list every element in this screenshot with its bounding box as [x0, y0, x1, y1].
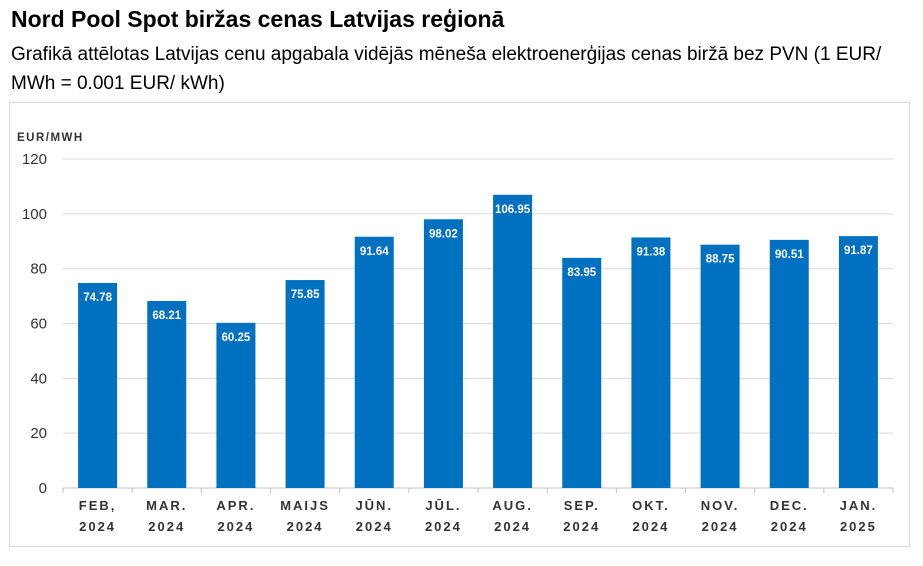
- x-tick-label-month: JŪL.: [425, 498, 461, 513]
- x-tick-label-month: SEP.: [564, 498, 600, 513]
- bar: [631, 237, 671, 488]
- data-label: 60.25: [222, 332, 251, 344]
- chart-area: EUR/MWH 0 20 40 60 80 100 120 74.78 FEB, 2024 68.21…: [9, 102, 910, 547]
- x-tick-label-year: 2025: [840, 519, 877, 534]
- x-tick-label-month: JŪN.: [355, 498, 393, 513]
- x-tick-label-month: APR.: [216, 498, 255, 513]
- chart-title: Nord Pool Spot biržas cenas Latvijas reģ…: [11, 6, 505, 32]
- data-label: 91.38: [637, 246, 666, 258]
- data-label: 106.95: [495, 204, 531, 216]
- data-label: 74.78: [83, 292, 112, 304]
- x-tick-label-year: 2024: [425, 519, 462, 534]
- bar: [78, 282, 118, 488]
- data-label: 91.64: [360, 246, 389, 258]
- y-tick-label: 80: [30, 261, 47, 278]
- data-label: 75.85: [291, 289, 320, 301]
- y-tick-label: 20: [30, 425, 47, 442]
- x-tick-label-month: NOV.: [701, 498, 740, 513]
- x-tick-label-year: 2024: [148, 519, 185, 534]
- bar: [493, 194, 533, 488]
- y-tick-label: 60: [30, 316, 47, 333]
- bar: [285, 280, 325, 488]
- bar: [354, 236, 394, 488]
- x-tick-label-year: 2024: [771, 519, 808, 534]
- x-tick-label-month: MAR.: [146, 498, 187, 513]
- x-tick-label-month: MAIJS: [280, 498, 330, 513]
- y-tick-label: 100: [22, 206, 47, 223]
- bar: [769, 239, 809, 488]
- chart-subtitle: Grafikā attēlotas Latvijas cenu apgabala…: [11, 44, 882, 94]
- x-tick-label-month: JAN.: [840, 498, 878, 513]
- bar: [838, 236, 878, 488]
- bar: [216, 322, 256, 488]
- x-tick-label-year: 2024: [217, 519, 254, 534]
- data-label: 88.75: [706, 254, 735, 266]
- x-tick-label-year: 2024: [563, 519, 600, 534]
- x-tick-label-year: 2024: [494, 519, 531, 534]
- y-axis-label: EUR/MWH: [17, 132, 84, 144]
- bar: [423, 219, 463, 488]
- bar-chart: EUR/MWH 0 20 40 60 80 100 120 74.78 FEB, 2024 68.21…: [17, 132, 894, 534]
- x-tick-label-month: OKT.: [632, 498, 670, 513]
- bar: [562, 257, 602, 488]
- data-label: 68.21: [152, 310, 181, 322]
- x-tick-label-year: 2024: [287, 519, 324, 534]
- x-tick-label-year: 2024: [356, 519, 393, 534]
- x-tick-label-year: 2024: [632, 519, 669, 534]
- data-label: 91.87: [844, 245, 873, 257]
- data-label: 83.95: [567, 267, 596, 279]
- data-label: 98.02: [429, 228, 458, 240]
- y-tick-label: 0: [39, 480, 47, 497]
- data-label: 90.51: [775, 249, 804, 261]
- y-tick-label: 120: [22, 151, 47, 168]
- bar: [700, 244, 740, 488]
- x-tick-label-month: AUG.: [492, 498, 533, 513]
- x-tick-label-month: FEB,: [79, 498, 117, 513]
- y-tick-label: 40: [30, 370, 47, 387]
- x-tick-label-year: 2024: [79, 519, 116, 534]
- x-tick-label-month: DEC.: [770, 498, 809, 513]
- x-tick-label-year: 2024: [702, 519, 739, 534]
- bar: [147, 300, 187, 488]
